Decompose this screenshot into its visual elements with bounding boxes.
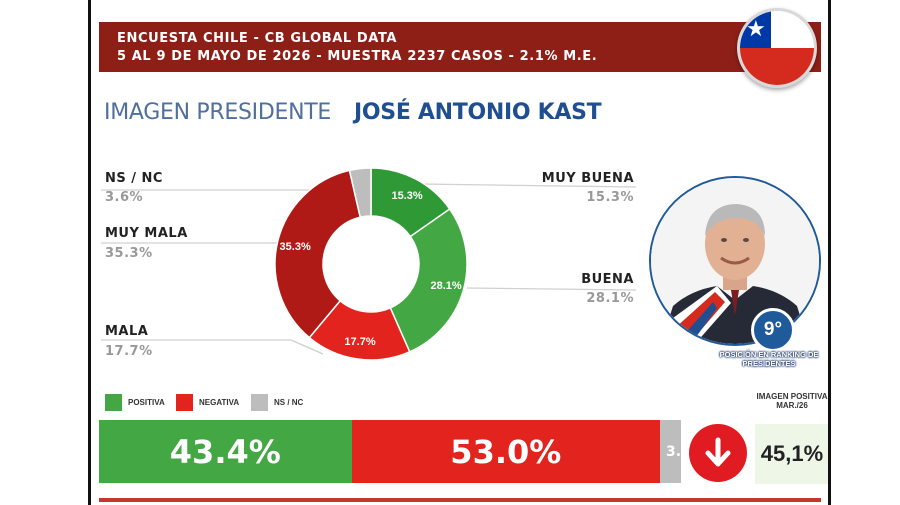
legend-swatch-negativa xyxy=(176,393,193,411)
star-icon: ★ xyxy=(746,17,766,42)
donut-chart: 15.3% 28.1% 17.7% 35.3% xyxy=(101,167,637,361)
bar-segment-ns-nc: 3.6% xyxy=(660,420,681,483)
label-muy-mala: MUY MALA xyxy=(105,226,188,241)
header-subtitle: 5 AL 9 DE MAYO DE 2026 - MUESTRA 2237 CA… xyxy=(117,49,598,64)
leader-line-muy-buena xyxy=(420,183,637,188)
donut-slice-buena xyxy=(389,208,468,353)
label-buena: BUENA xyxy=(581,272,634,287)
label-muy-buena: MUY BUENA xyxy=(541,171,634,186)
donut-label-muy-buena: 15.3% xyxy=(391,190,422,202)
chile-flag-icon: ★ xyxy=(737,8,817,88)
value-muy-mala: 35.3% xyxy=(105,246,153,261)
legend-swatch-ns-nc xyxy=(251,393,268,411)
label-mala: MALA xyxy=(105,324,149,339)
poll-card: ENCUESTA CHILE - CB GLOBAL DATA 5 AL 9 D… xyxy=(88,0,831,505)
legend-swatch-positiva xyxy=(105,393,122,411)
legend-positiva: POSITIVA xyxy=(105,392,165,412)
value-mala: 17.7% xyxy=(105,344,153,359)
bar-segment-negativa: 53.0% xyxy=(351,420,661,483)
ranking-badge: 9° xyxy=(751,308,795,352)
bar-segment-positiva: 43.4% xyxy=(99,420,352,483)
page-title: IMAGEN PRESIDENTE xyxy=(104,100,331,125)
president-portrait xyxy=(649,176,821,346)
president-name: JOSÉ ANTONIO KAST xyxy=(354,100,602,125)
donut-label-muy-mala: 35.3% xyxy=(280,241,311,253)
bar-label-negativa: 53.0% xyxy=(450,432,562,471)
previous-value: 45,1% xyxy=(755,424,828,484)
legend-text-positiva: POSITIVA xyxy=(128,397,165,407)
legend-text-ns-nc: NS / NC xyxy=(274,397,304,407)
donut-slice-muy-mala xyxy=(274,169,362,339)
donut-label-mala: 17.7% xyxy=(344,336,375,348)
label-ns-nc: NS / NC xyxy=(105,171,163,186)
header-banner: ENCUESTA CHILE - CB GLOBAL DATA 5 AL 9 D… xyxy=(99,22,821,72)
legend-negativa: NEGATIVA xyxy=(176,392,239,412)
leader-line-buena xyxy=(466,287,637,291)
donut-label-buena: 28.1% xyxy=(431,280,462,292)
arrow-down-icon xyxy=(689,424,747,482)
footer-divider xyxy=(99,498,821,502)
bar-label-positiva: 43.4% xyxy=(169,432,281,471)
header-title: ENCUESTA CHILE - CB GLOBAL DATA xyxy=(117,31,398,46)
legend-text-negativa: NEGATIVA xyxy=(199,397,240,407)
value-buena: 28.1% xyxy=(586,291,634,306)
value-muy-buena: 15.3% xyxy=(586,190,634,205)
bar-label-ns-nc: 3.6% xyxy=(666,443,681,460)
value-ns-nc: 3.6% xyxy=(105,190,144,205)
legend-ns-nc: NS / NC xyxy=(251,392,303,412)
ranking-caption: POSICIÓN EN RANKING DE PRESIDENTES xyxy=(719,350,819,368)
previous-label: IMAGEN POSITIVA MAR./26 xyxy=(756,392,828,410)
donut-slice-ns-nc xyxy=(348,167,372,219)
